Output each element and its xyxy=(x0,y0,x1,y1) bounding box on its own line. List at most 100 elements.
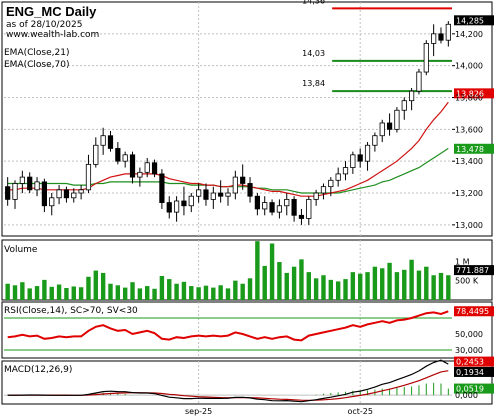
price-tick-label: 14,000 xyxy=(455,62,483,71)
volume-bar xyxy=(365,272,370,300)
macd-signal-value-tag: 0,1934 xyxy=(456,368,484,377)
macd-panel-frame xyxy=(1,360,493,405)
price-value-tag-bg xyxy=(454,88,494,99)
volume-bar xyxy=(93,270,99,300)
candle-body xyxy=(71,192,77,199)
volume-bar xyxy=(49,286,54,300)
candle-body xyxy=(34,181,40,191)
volume-bar xyxy=(240,283,245,300)
candle-body xyxy=(364,144,371,162)
candle-body xyxy=(276,205,283,213)
volume-bar xyxy=(108,283,113,300)
macd-line xyxy=(7,359,449,403)
ema70-legend: EMA(Close,70) xyxy=(4,60,69,70)
volume-bar xyxy=(394,272,400,300)
volume-bar xyxy=(20,282,25,300)
volume-bar xyxy=(12,285,18,300)
volume-bar xyxy=(233,280,238,300)
candle-body xyxy=(100,135,106,146)
level-label: 13,84 xyxy=(302,79,325,88)
volume-bar xyxy=(189,286,194,300)
candle-body xyxy=(85,163,92,191)
rsi-value-tag: 78,4495 xyxy=(456,307,489,316)
volume-bar xyxy=(343,279,348,300)
candle-body xyxy=(394,109,400,130)
candle-body xyxy=(306,198,312,219)
volume-bar xyxy=(247,278,253,300)
candle-body xyxy=(115,148,121,162)
volume-bar xyxy=(159,276,165,300)
volume-bar xyxy=(145,286,150,300)
price-panel-frame xyxy=(1,1,493,237)
marks-layer xyxy=(4,7,494,403)
volume-bar xyxy=(335,281,341,300)
volume-bar xyxy=(174,283,179,300)
volume-bar xyxy=(372,266,378,300)
candle-body xyxy=(78,189,84,194)
volume-bar xyxy=(71,286,76,300)
volume-bar xyxy=(42,279,47,300)
rsi-tick-label: 50,000 xyxy=(455,330,483,339)
volume-bar xyxy=(431,275,436,300)
candle-body xyxy=(181,200,187,207)
macd-signal-value-tag-bg xyxy=(454,366,494,377)
volume-bar xyxy=(299,259,304,300)
macd-value-tag: 0,2453 xyxy=(456,358,484,367)
candle-body xyxy=(313,192,319,200)
candle-body xyxy=(409,90,415,102)
candle-body xyxy=(386,122,393,130)
macd-title: MACD(12,26,9) xyxy=(4,365,72,375)
candle-body xyxy=(159,173,165,203)
volume-bar xyxy=(196,287,201,300)
macd-value-tag-bg xyxy=(454,356,494,367)
price-value-tag-bg xyxy=(454,15,494,26)
volume-bar xyxy=(34,286,40,300)
price-tick-label: 13,200 xyxy=(455,189,483,198)
candle-body xyxy=(438,33,444,41)
volume-value-tag-bg xyxy=(454,265,494,276)
volume-bar xyxy=(269,243,275,300)
rsi-line xyxy=(7,310,449,342)
candle-body xyxy=(218,192,224,197)
candle-body xyxy=(232,176,238,194)
candle-body xyxy=(12,183,18,200)
candle-body xyxy=(350,154,356,168)
volume-bar xyxy=(64,288,69,300)
volume-bar xyxy=(438,272,444,300)
price-value-tag: 14,285 xyxy=(456,16,484,25)
candle-body xyxy=(27,176,33,191)
candle-body xyxy=(379,122,385,137)
x-tick-label: oct-25 xyxy=(347,407,373,416)
candle-body xyxy=(5,186,11,200)
volume-bar xyxy=(78,287,84,300)
level-label: 14,36 xyxy=(302,0,325,5)
volume-bar xyxy=(115,285,121,300)
candle-body xyxy=(247,183,253,197)
volume-bar xyxy=(86,276,91,300)
volume-bar xyxy=(27,288,32,300)
volume-value-tag: 771.887 xyxy=(456,266,489,275)
volume-bar xyxy=(211,287,216,300)
volume-bar xyxy=(262,265,267,300)
price-tick-label: 14,200 xyxy=(455,30,483,39)
candle-body xyxy=(445,23,451,41)
rsi-value-tag-bg xyxy=(454,306,494,317)
candle-body xyxy=(151,162,158,175)
candle-body xyxy=(262,202,268,210)
candle-body xyxy=(188,195,194,207)
candle-body xyxy=(335,173,341,181)
price-tick-label: 13,400 xyxy=(455,157,483,166)
candle-body xyxy=(254,195,260,210)
grid-layer xyxy=(1,1,493,405)
candle-body xyxy=(19,176,25,184)
rsi-panel-frame xyxy=(1,301,493,359)
volume-bar xyxy=(291,266,297,300)
candle-body xyxy=(49,197,55,207)
volume-bar xyxy=(306,272,311,300)
volume-bar xyxy=(5,283,10,300)
volume-bar xyxy=(122,287,128,300)
candle-body xyxy=(284,198,290,207)
candle-body xyxy=(93,144,99,165)
